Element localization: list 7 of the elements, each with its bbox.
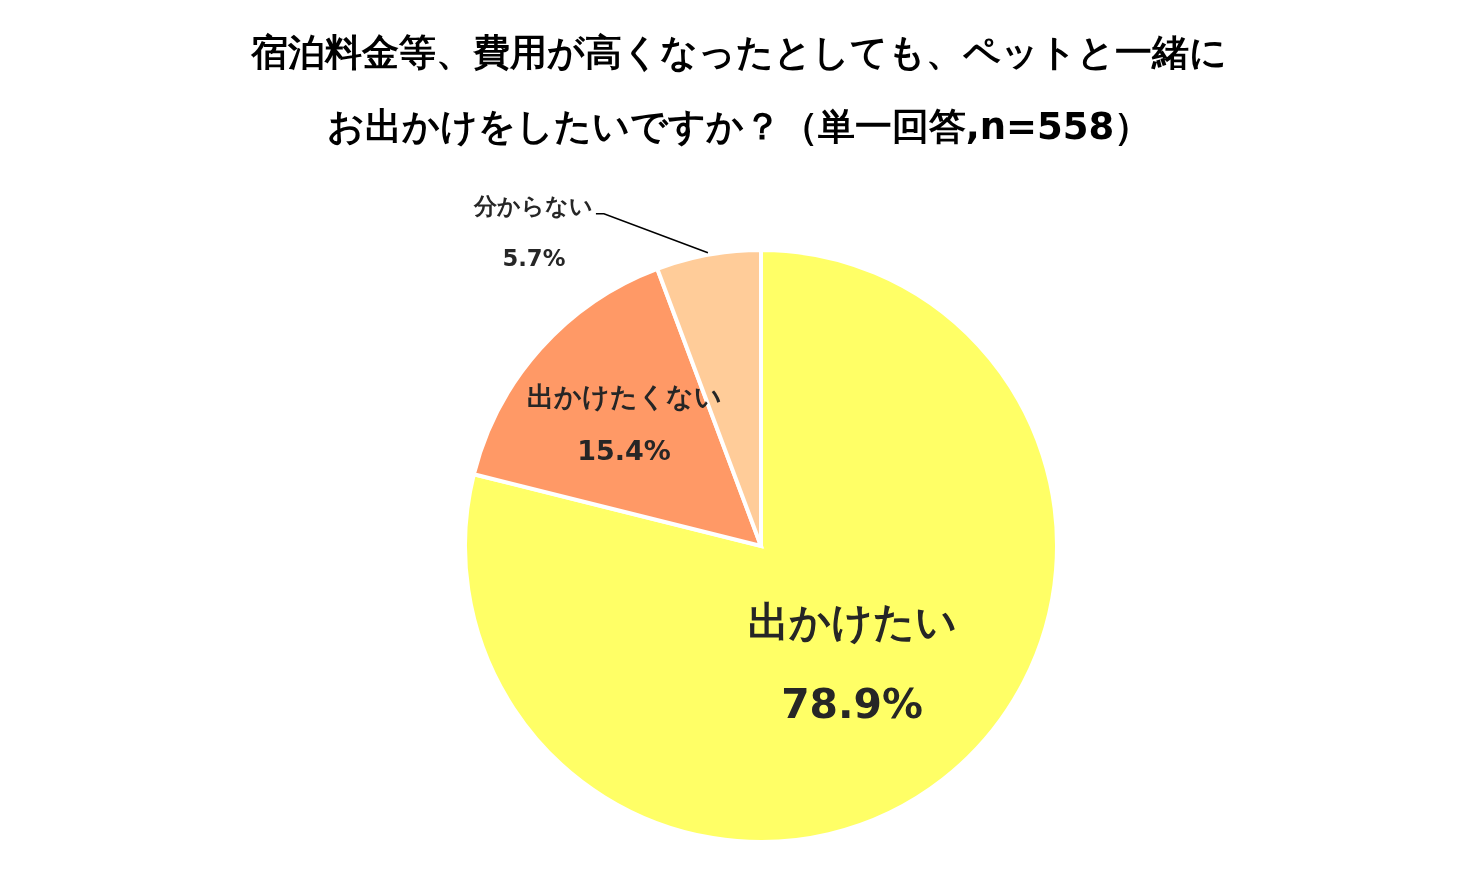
slice-label: 出かけたい [747, 597, 957, 646]
data-label: 78.9% [781, 679, 923, 728]
slice-label: 分からない [473, 192, 594, 219]
data-label: 5.7% [502, 244, 566, 271]
data-label: 15.4% [577, 435, 671, 467]
slice-label: 出かけたくない [526, 381, 722, 413]
chart-title: 宿泊料金等、費用が高くなったとしても、ペットと一緒にお出かけをしたいですか？（単一回答,n=558） [250, 30, 1227, 148]
